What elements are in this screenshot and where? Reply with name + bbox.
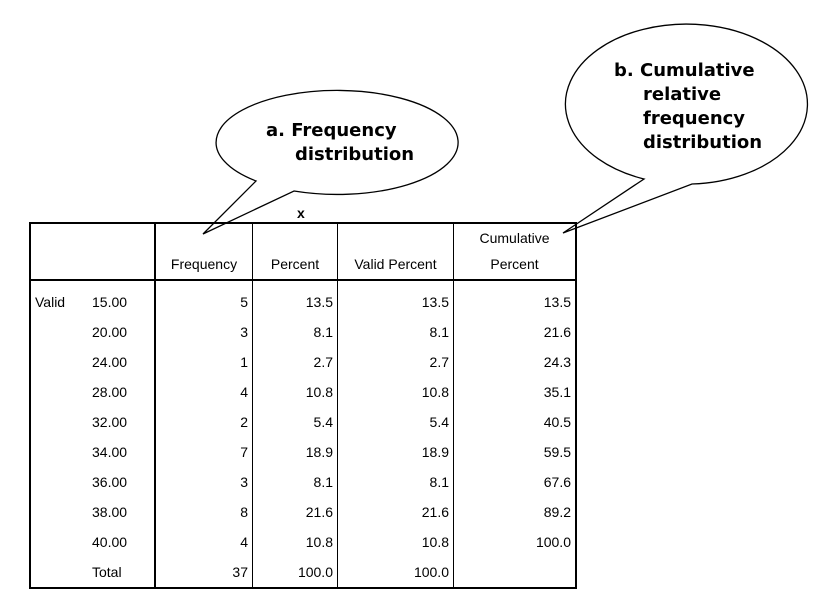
cell-cumulative-percent: 100.0 — [535, 534, 571, 550]
cell-valid-percent: 10.8 — [337, 527, 454, 557]
callout-b-line2: relative — [643, 84, 722, 105]
header-valid-percent: Valid Percent — [337, 223, 454, 281]
table-row: 38.00 8 21.6 21.6 89.2 — [30, 497, 576, 527]
row-group-label — [30, 407, 88, 437]
cell-percent: 10.8 — [252, 377, 338, 407]
cell-cumulative-percent: 35.1 — [543, 384, 571, 400]
header-blank-1 — [30, 223, 88, 281]
callout-b-text: b. Cumulative relative frequency distrib… — [614, 59, 762, 155]
table-row: 34.00 7 18.9 18.9 59.5 — [30, 437, 576, 467]
cell-percent: 18.9 — [252, 437, 338, 467]
cell-frequency: 7 — [155, 437, 253, 467]
cell-percent: 2.7 — [252, 347, 338, 377]
cell-percent: 8.1 — [252, 317, 338, 347]
cell-valid-percent: 21.6 — [337, 497, 454, 527]
cell-percent: 13.5 — [252, 280, 338, 317]
cell-percent: 5.4 — [252, 407, 338, 437]
cell-cumulative-percent: 40.5 — [543, 414, 571, 430]
cell-percent: 8.1 — [252, 467, 338, 497]
cell-cumulative-percent: 67.6 — [543, 474, 571, 490]
row-group-label — [30, 527, 88, 557]
cell-percent: 21.6 — [252, 497, 338, 527]
callout-a-bubble — [202, 89, 459, 235]
table-row: 40.00 4 10.8 10.8 100.0 — [30, 527, 576, 557]
table-row: 36.00 3 8.1 8.1 67.6 — [30, 467, 576, 497]
row-value: Total — [88, 557, 156, 588]
cell-frequency: 2 — [155, 407, 253, 437]
frequency-table: Frequency Percent Valid Percent Cumulati… — [29, 222, 577, 589]
cell-frequency: 5 — [155, 280, 253, 317]
callout-a-line1: a. Frequency — [266, 120, 397, 141]
cell-percent: 100.0 — [252, 557, 338, 588]
row-value: 36.00 — [88, 467, 156, 497]
table-row: Total 37 100.0 100.0 — [30, 557, 576, 588]
row-value: 32.00 — [88, 407, 156, 437]
row-group-label — [30, 317, 88, 347]
row-group-label — [30, 467, 88, 497]
cell-frequency: 3 — [155, 317, 253, 347]
cell-cumulative-percent: 59.5 — [543, 444, 571, 460]
cell-valid-percent: 100.0 — [337, 557, 454, 588]
callout-b-line3: frequency — [643, 108, 746, 129]
table-row: 32.00 2 5.4 5.4 40.5 — [30, 407, 576, 437]
table-row: 20.00 3 8.1 8.1 21.6 — [30, 317, 576, 347]
callout-b-line1: b. Cumulative — [614, 60, 755, 81]
callout-b-bubble — [562, 23, 809, 234]
cell-cumulative-percent: 21.6 — [543, 324, 571, 340]
table-title: x — [297, 205, 305, 221]
header-cumulative-percent: Cumulative Percent — [453, 223, 576, 281]
row-value: 28.00 — [88, 377, 156, 407]
row-value: 40.00 — [88, 527, 156, 557]
row-value: 24.00 — [88, 347, 156, 377]
cell-valid-percent: 8.1 — [337, 317, 454, 347]
cell-valid-percent: 13.5 — [337, 280, 454, 317]
cell-cumulative-percent: 89.2 — [543, 504, 571, 520]
cell-frequency: 37 — [155, 557, 253, 588]
table-row: Valid 15.00 5 13.5 13.5 13.5 — [30, 280, 576, 317]
row-value: 15.00 — [88, 280, 156, 317]
header-blank-2 — [88, 223, 156, 281]
row-value: 34.00 — [88, 437, 156, 467]
cell-valid-percent: 8.1 — [337, 467, 454, 497]
cell-frequency: 3 — [155, 467, 253, 497]
callout-a-text: a. Frequency distribution — [266, 119, 414, 167]
row-group-label — [30, 347, 88, 377]
cell-cumulative-percent: 24.3 — [543, 354, 571, 370]
cell-valid-percent: 5.4 — [337, 407, 454, 437]
header-percent: Percent — [252, 223, 338, 281]
cell-percent: 10.8 — [252, 527, 338, 557]
cell-cumulative-percent: 13.5 — [543, 294, 571, 310]
row-value: 20.00 — [88, 317, 156, 347]
cell-valid-percent: 18.9 — [337, 437, 454, 467]
callout-b-line4: distribution — [643, 132, 763, 153]
row-group-label — [30, 557, 88, 588]
table-body: Valid 15.00 5 13.5 13.5 13.5 20.00 3 8.1 8.1 21.6 2… — [30, 280, 576, 588]
cell-valid-percent: 10.8 — [337, 377, 454, 407]
header-cumulative-line1: Cumulative — [479, 230, 550, 246]
table-header-row: Frequency Percent Valid Percent Cumulati… — [30, 223, 576, 281]
header-cumulative-line2: Percent — [490, 256, 539, 272]
row-group-label — [30, 497, 88, 527]
row-value: 38.00 — [88, 497, 156, 527]
table-row: 24.00 1 2.7 2.7 24.3 — [30, 347, 576, 377]
cell-cumulative-percent — [454, 557, 577, 588]
table-row: 28.00 4 10.8 10.8 35.1 — [30, 377, 576, 407]
cell-frequency: 8 — [155, 497, 253, 527]
callout-a-line2: distribution — [295, 144, 415, 165]
row-group-label — [30, 377, 88, 407]
cell-valid-percent: 2.7 — [337, 347, 454, 377]
cell-frequency: 1 — [155, 347, 253, 377]
row-group-label — [30, 437, 88, 467]
header-frequency: Frequency — [155, 223, 253, 281]
cell-frequency: 4 — [155, 527, 253, 557]
cell-frequency: 4 — [155, 377, 253, 407]
row-group-label: Valid — [35, 294, 66, 310]
